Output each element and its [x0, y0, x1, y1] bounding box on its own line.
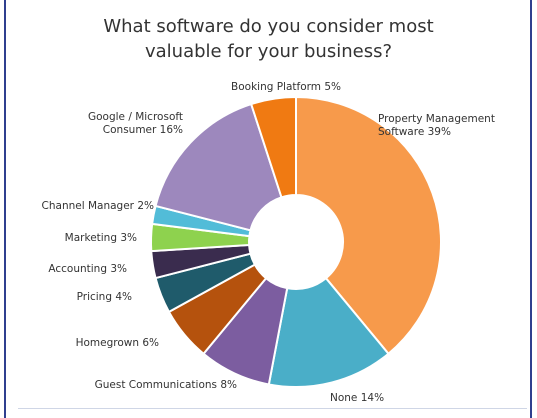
label-booking-platform: Booking Platform 5% [231, 81, 341, 93]
label-google-microsoft-consumer: Google / Microsoft Consumer 16% [88, 111, 183, 136]
label-property-management-software: Property Management Software 39% [378, 113, 495, 138]
donut-hole [249, 195, 343, 289]
label-none: None 14% [330, 392, 384, 404]
label-channel-manager: Channel Manager 2% [42, 200, 154, 212]
bottom-divider [18, 408, 527, 409]
label-guest-communications: Guest Communications 8% [95, 379, 237, 391]
label-homegrown: Homegrown 6% [76, 337, 159, 349]
chart-title: What software do you consider most valua… [0, 14, 537, 64]
chart-title-line-1: What software do you consider most [103, 16, 434, 37]
label-pricing: Pricing 4% [77, 291, 132, 303]
chart-title-line-2: valuable for your business? [144, 41, 393, 62]
label-accounting: Accounting 3% [48, 263, 127, 275]
label-marketing: Marketing 3% [65, 232, 137, 244]
